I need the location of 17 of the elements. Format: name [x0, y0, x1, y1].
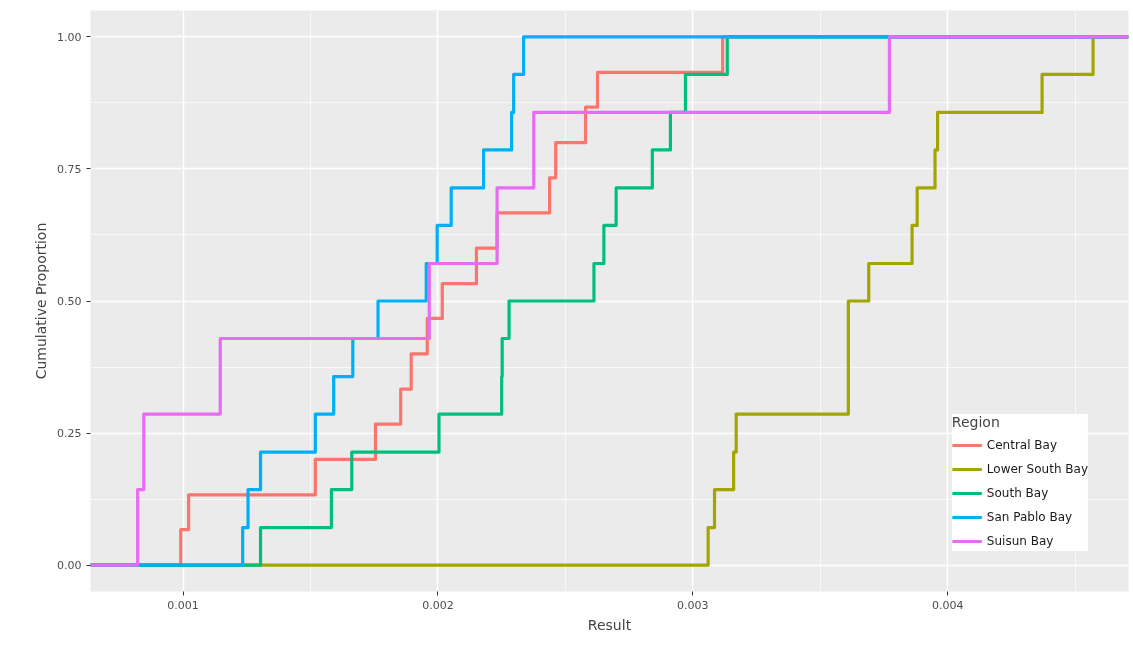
y-tick-label: 0.25	[57, 427, 82, 441]
legend-label: Central Bay	[986, 438, 1058, 452]
legend-label: Lower South Bay	[986, 462, 1088, 476]
legend-label: San Pablo Bay	[986, 510, 1073, 524]
y-tick-label: 0.00	[57, 559, 82, 573]
x-tick-label: 0.001	[167, 598, 199, 612]
legend-label: Suisun Bay	[986, 534, 1054, 548]
x-tick-label: 0.002	[422, 598, 454, 612]
legend-label: South Bay	[986, 486, 1049, 500]
y-tick-label: 1.00	[57, 30, 82, 44]
x-axis-title: Result	[587, 616, 632, 633]
y-axis-title: Cumulative Proportion	[33, 222, 50, 380]
x-tick-label: 0.004	[932, 598, 964, 612]
legend-title: Region	[951, 414, 1001, 430]
x-tick-label: 0.003	[677, 598, 709, 612]
y-tick-label: 0.50	[57, 295, 82, 308]
y-tick-label: 0.75	[57, 162, 82, 176]
